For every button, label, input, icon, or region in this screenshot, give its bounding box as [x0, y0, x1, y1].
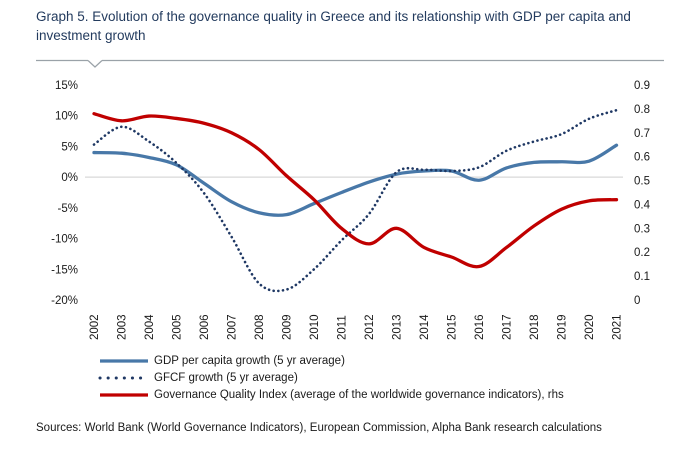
- gdp-line-marker-icon: [100, 358, 148, 363]
- x-axis-year-label: 2007: [227, 314, 239, 340]
- x-axis-year-label: 2020: [584, 314, 596, 340]
- left-axis-tick-label: 10%: [55, 111, 78, 123]
- right-axis-tick-label: 0.5: [634, 176, 650, 188]
- legend-label-governance: Governance Quality Index (average of the…: [154, 388, 564, 401]
- x-axis-year-label: 2012: [364, 314, 376, 340]
- x-axis-year-label: 2004: [144, 314, 156, 340]
- x-axis-year-label: 2017: [502, 314, 514, 340]
- left-axis-tick-label: -10%: [51, 234, 78, 246]
- right-axis-tick-label: 0.1: [634, 271, 650, 283]
- gdp-line: [92, 143, 619, 217]
- left-axis-tick-label: 5%: [61, 141, 78, 153]
- x-axis-year-label: 2021: [612, 314, 624, 340]
- x-axis-year-label: 2018: [529, 314, 541, 340]
- left-axis-tick-label: -5%: [58, 203, 78, 215]
- right-axis-tick-label: 0.3: [634, 223, 650, 235]
- title-divider-line: [36, 59, 664, 68]
- governance-line: [92, 112, 619, 269]
- right-axis-tick-label: 0.4: [634, 199, 651, 211]
- left-axis-tick-label: 0%: [61, 172, 78, 184]
- legend-item-gfcf: GFCF growth (5 yr average): [98, 369, 564, 386]
- legend-item-governance: Governance Quality Index (average of the…: [98, 386, 564, 403]
- left-axis-tick-label: 15%: [55, 80, 78, 92]
- x-axis-year-label: 2003: [117, 314, 129, 340]
- x-axis-year-label: 2014: [419, 314, 431, 340]
- x-axis-year-label: 2010: [309, 314, 321, 340]
- line-chart: 15% 10% 5% 0% -5% -10% -15% -20% 0.9 0.8 0.7 0.6 0.5…: [51, 80, 651, 340]
- sources-note: Sources: World Bank (World Governance In…: [36, 422, 602, 434]
- governance-line-marker-icon: [100, 392, 148, 397]
- x-axis-year-label: 2019: [557, 314, 569, 340]
- x-axis-year-label: 2013: [392, 314, 404, 340]
- x-axis-year-label: 2005: [172, 314, 184, 340]
- right-axis-tick-label: 0.8: [634, 104, 650, 116]
- x-axis-year-label: 2009: [282, 314, 294, 340]
- legend-item-gdp: GDP per capita growth (5 yr average): [98, 352, 564, 369]
- gfcf-line-marker-icon: [98, 376, 150, 379]
- gfcf-line: [92, 108, 618, 293]
- x-axis-year-label: 2006: [199, 314, 211, 340]
- x-axis-year-label: 2008: [254, 314, 266, 340]
- x-axis-year-label: 2015: [447, 314, 459, 340]
- left-axis-tick-label: -20%: [51, 295, 78, 307]
- chart-legend: GDP per capita growth (5 yr average) GFC…: [98, 352, 564, 403]
- legend-label-gdp: GDP per capita growth (5 yr average): [154, 354, 345, 367]
- right-axis-tick-label: 0: [634, 295, 640, 307]
- title-divider: [36, 56, 666, 68]
- right-axis-tick-label: 0.2: [634, 247, 650, 259]
- legend-label-gfcf: GFCF growth (5 yr average): [154, 371, 298, 384]
- chart-title: Graph 5. Evolution of the governance qua…: [36, 9, 631, 43]
- right-axis-tick-label: 0.7: [634, 128, 650, 140]
- x-axis-year-label: 2016: [474, 314, 486, 340]
- x-axis-year-label: 2002: [89, 314, 101, 340]
- left-axis-tick-label: -15%: [51, 264, 78, 276]
- right-axis-tick-label: 0.9: [634, 80, 650, 92]
- x-axis-year-label: 2011: [337, 315, 349, 340]
- right-axis-tick-label: 0.6: [634, 152, 650, 164]
